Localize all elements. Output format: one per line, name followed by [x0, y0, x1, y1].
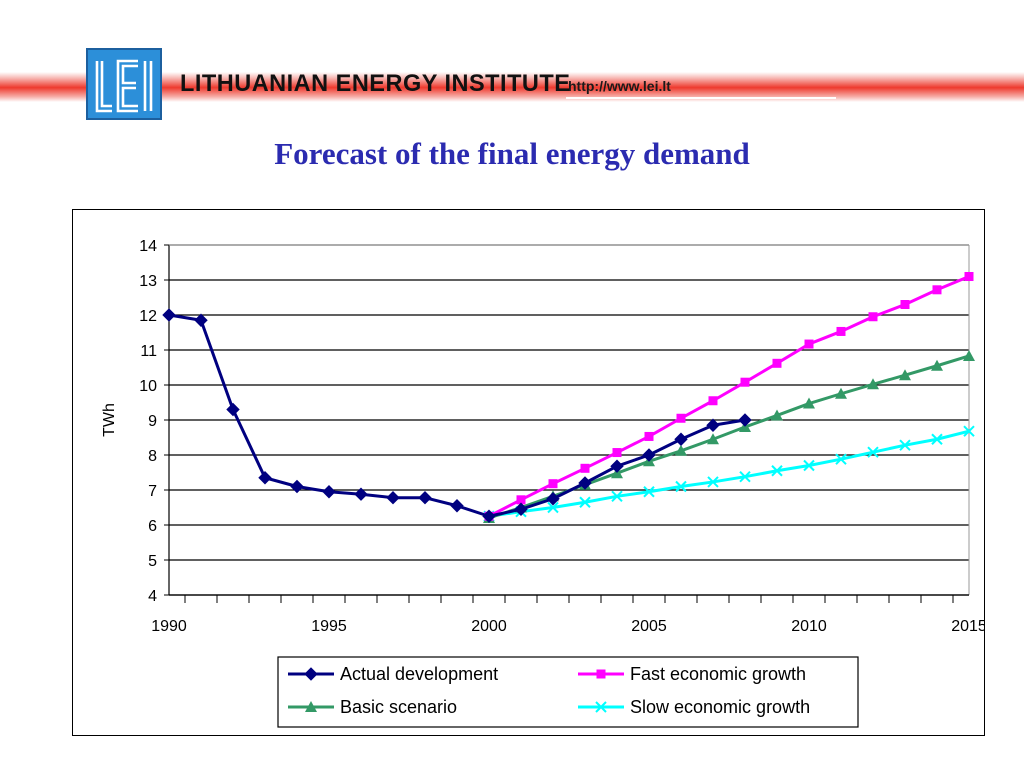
- data-point-actual-development: [514, 502, 528, 516]
- data-point-actual-development: [386, 490, 400, 505]
- data-point-fast-economic-growth: [868, 312, 878, 322]
- data-point-basic-scenario: [835, 387, 847, 399]
- data-point-actual-development: [322, 485, 336, 499]
- lei-logo-icon: [95, 59, 153, 113]
- data-point-slow-economic-growth: [771, 465, 783, 477]
- data-point-fast-economic-growth: [612, 448, 622, 458]
- data-point-slow-economic-growth: [899, 439, 911, 451]
- data-point-actual-development: [194, 313, 208, 327]
- data-point-fast-economic-growth: [644, 431, 654, 441]
- data-point-actual-development: [290, 479, 304, 494]
- data-point-actual-development: [418, 490, 432, 505]
- data-point-slow-economic-growth: [867, 446, 879, 458]
- data-point-basic-scenario: [675, 444, 687, 456]
- data-point-actual-development: [610, 459, 624, 473]
- y-tick-label: 12: [139, 308, 157, 325]
- data-point-slow-economic-growth: [611, 490, 623, 503]
- chart-area: 4 5 6 7 8 9 10 11 12 13 14 1990 1995 2000 2005 2010 2015…: [72, 209, 985, 736]
- x-tick-label: 2010: [791, 618, 827, 635]
- data-point-fast-economic-growth: [580, 463, 590, 473]
- data-point-actual-development: [226, 402, 240, 417]
- legend-marker-basic-scenario: [305, 701, 317, 712]
- y-tick-label: 4: [148, 588, 157, 605]
- data-point-actual-development: [706, 418, 720, 432]
- data-point-slow-economic-growth: [739, 470, 751, 483]
- x-tick-label: 2015: [951, 618, 984, 635]
- data-point-actual-development: [354, 487, 368, 501]
- data-point-actual-development: [738, 413, 752, 427]
- legend-label-actual-development: Actual development: [340, 664, 498, 684]
- slide-title: Forecast of the final energy demand: [274, 136, 750, 171]
- data-point-basic-scenario: [963, 349, 975, 361]
- data-point-fast-economic-growth: [804, 339, 814, 349]
- institute-name: LITHUANIAN ENERGY INSTITUTE: [180, 70, 571, 97]
- lei-logo: [86, 48, 162, 120]
- legend-marker-slow-economic-growth: [595, 701, 607, 713]
- data-point-basic-scenario: [803, 397, 815, 409]
- data-point-slow-economic-growth: [707, 476, 719, 488]
- institute-url[interactable]: http://www.lei.lt: [568, 78, 671, 94]
- data-point-fast-economic-growth: [900, 300, 910, 309]
- series-line-slow-economic-growth: [488, 429, 970, 518]
- x-tick-label: 2005: [631, 618, 667, 635]
- data-point-basic-scenario: [707, 433, 719, 445]
- data-point-actual-development: [578, 476, 592, 490]
- header-red-band: [0, 72, 1024, 102]
- data-point-actual-development: [546, 492, 560, 506]
- data-point-slow-economic-growth: [579, 496, 591, 508]
- data-point-fast-economic-growth: [740, 377, 750, 387]
- data-point-fast-economic-growth: [708, 396, 718, 406]
- data-point-slow-economic-growth: [547, 501, 559, 514]
- data-point-actual-development: [482, 509, 496, 523]
- data-point-basic-scenario: [771, 409, 783, 421]
- data-point-fast-economic-growth: [932, 285, 942, 295]
- header-divider-line: [566, 97, 836, 99]
- y-axis-title: TWh: [101, 403, 118, 437]
- data-point-slow-economic-growth: [931, 433, 943, 445]
- data-point-slow-economic-growth: [675, 480, 687, 493]
- data-point-slow-economic-growth: [835, 453, 847, 465]
- data-point-slow-economic-growth: [803, 459, 815, 472]
- data-point-fast-economic-growth: [964, 272, 974, 281]
- y-tick-label: 5: [148, 553, 157, 570]
- y-tick-label: 14: [139, 238, 157, 255]
- y-tick-label: 7: [148, 483, 157, 500]
- data-point-fast-economic-growth: [516, 495, 526, 505]
- x-tick-label: 2000: [471, 618, 507, 635]
- data-point-actual-development: [674, 432, 688, 446]
- y-tick-label: 13: [139, 273, 157, 290]
- data-point-fast-economic-growth: [772, 358, 782, 368]
- data-point-actual-development: [162, 308, 176, 322]
- data-point-slow-economic-growth: [963, 425, 975, 437]
- data-point-fast-economic-growth: [548, 479, 558, 489]
- data-point-basic-scenario: [899, 369, 911, 381]
- y-tick-label: 9: [148, 413, 157, 430]
- legend-label-fast-economic-growth: Fast economic growth: [630, 664, 806, 684]
- legend-marker-fast-economic-growth: [596, 669, 606, 679]
- data-point-fast-economic-growth: [836, 326, 846, 336]
- data-point-basic-scenario: [867, 378, 879, 390]
- x-tick-label: 1990: [151, 618, 187, 635]
- series-line-actual-development: [168, 313, 746, 518]
- legend-marker-actual-development: [304, 667, 318, 681]
- series-line-fast-economic-growth: [488, 275, 970, 518]
- chart-legend: [277, 656, 859, 728]
- y-tick-label: 6: [148, 518, 157, 535]
- y-tick-label: 10: [139, 378, 157, 395]
- data-point-actual-development: [642, 448, 656, 462]
- line-chart: 4 5 6 7 8 9 10 11 12 13 14 1990 1995 2000 2005 2010 2015…: [101, 238, 984, 728]
- y-tick-label: 11: [140, 343, 157, 360]
- legend-label-basic-scenario: Basic scenario: [340, 697, 457, 717]
- data-point-actual-development: [258, 471, 272, 485]
- data-point-actual-development: [450, 499, 464, 513]
- x-tick-label: 1995: [311, 618, 347, 635]
- data-point-fast-economic-growth: [676, 413, 686, 423]
- data-point-basic-scenario: [931, 359, 943, 371]
- data-point-slow-economic-growth: [643, 486, 655, 498]
- legend-label-slow-economic-growth: Slow economic growth: [630, 697, 810, 717]
- y-tick-label: 8: [148, 448, 157, 465]
